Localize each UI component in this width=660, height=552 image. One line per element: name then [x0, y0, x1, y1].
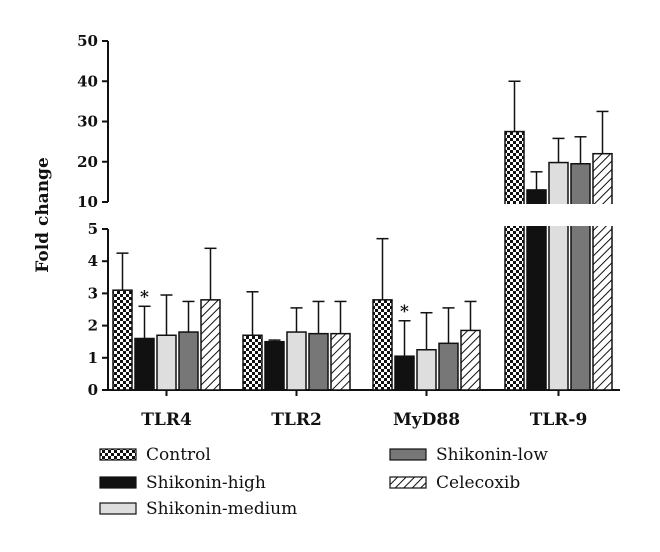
y-tick-label: 40 [77, 72, 98, 90]
bar [570, 163, 591, 391]
bar [504, 130, 525, 391]
legend-label: Shikonin-low [436, 445, 548, 465]
y-tick-label: 3 [88, 284, 98, 302]
bar [548, 161, 569, 391]
y-tick-label: 30 [77, 113, 98, 131]
legend-label: Shikonin-medium [146, 499, 297, 519]
significance-marker: * [400, 302, 409, 322]
legend-label: Shikonin-high [146, 473, 266, 493]
y-tick-label: 2 [88, 317, 98, 335]
legend-swatch [99, 476, 137, 489]
legend-swatch [99, 502, 137, 515]
legend-label: Celecoxib [436, 473, 520, 493]
category-labels: TLR4 TLR2 MyD88 TLR-9 [141, 410, 587, 430]
y-axis-label: Fold change [33, 157, 53, 273]
y-tick-label: 50 [77, 32, 98, 50]
y-tick-label: 5 [88, 220, 98, 238]
bar [330, 332, 351, 391]
bar [178, 331, 199, 391]
y-tick-label: 10 [77, 193, 98, 211]
axis-break-gap [109, 204, 629, 226]
bar [264, 340, 285, 391]
bar [438, 342, 459, 391]
bar [112, 289, 133, 391]
legend-swatch [389, 448, 427, 461]
bar [308, 332, 329, 391]
legend-label: Control [146, 445, 211, 465]
y-tick-label: 1 [88, 349, 98, 367]
y-tick-label: 20 [77, 153, 98, 171]
category-label: TLR-9 [530, 410, 588, 430]
bar [286, 331, 307, 391]
legend: Control Shikonin-high Shikonin-medium Shiko… [99, 445, 548, 519]
legend-swatch [389, 476, 427, 489]
bar [416, 349, 437, 391]
bar [134, 337, 155, 391]
bar [372, 299, 393, 391]
bar [526, 189, 547, 391]
category-label: MyD88 [393, 410, 460, 430]
category-label: TLR4 [141, 410, 192, 430]
bars: ** [109, 80, 629, 391]
bar [592, 152, 613, 391]
bar [460, 329, 481, 391]
bar [200, 299, 221, 391]
bar [242, 334, 263, 391]
bar [394, 355, 415, 391]
y-tick-label: 4 [88, 252, 98, 270]
legend-swatch [99, 448, 137, 461]
significance-marker: * [140, 287, 149, 307]
y-tick-label: 0 [88, 381, 98, 399]
category-label: TLR2 [271, 410, 322, 430]
bar [156, 334, 177, 391]
